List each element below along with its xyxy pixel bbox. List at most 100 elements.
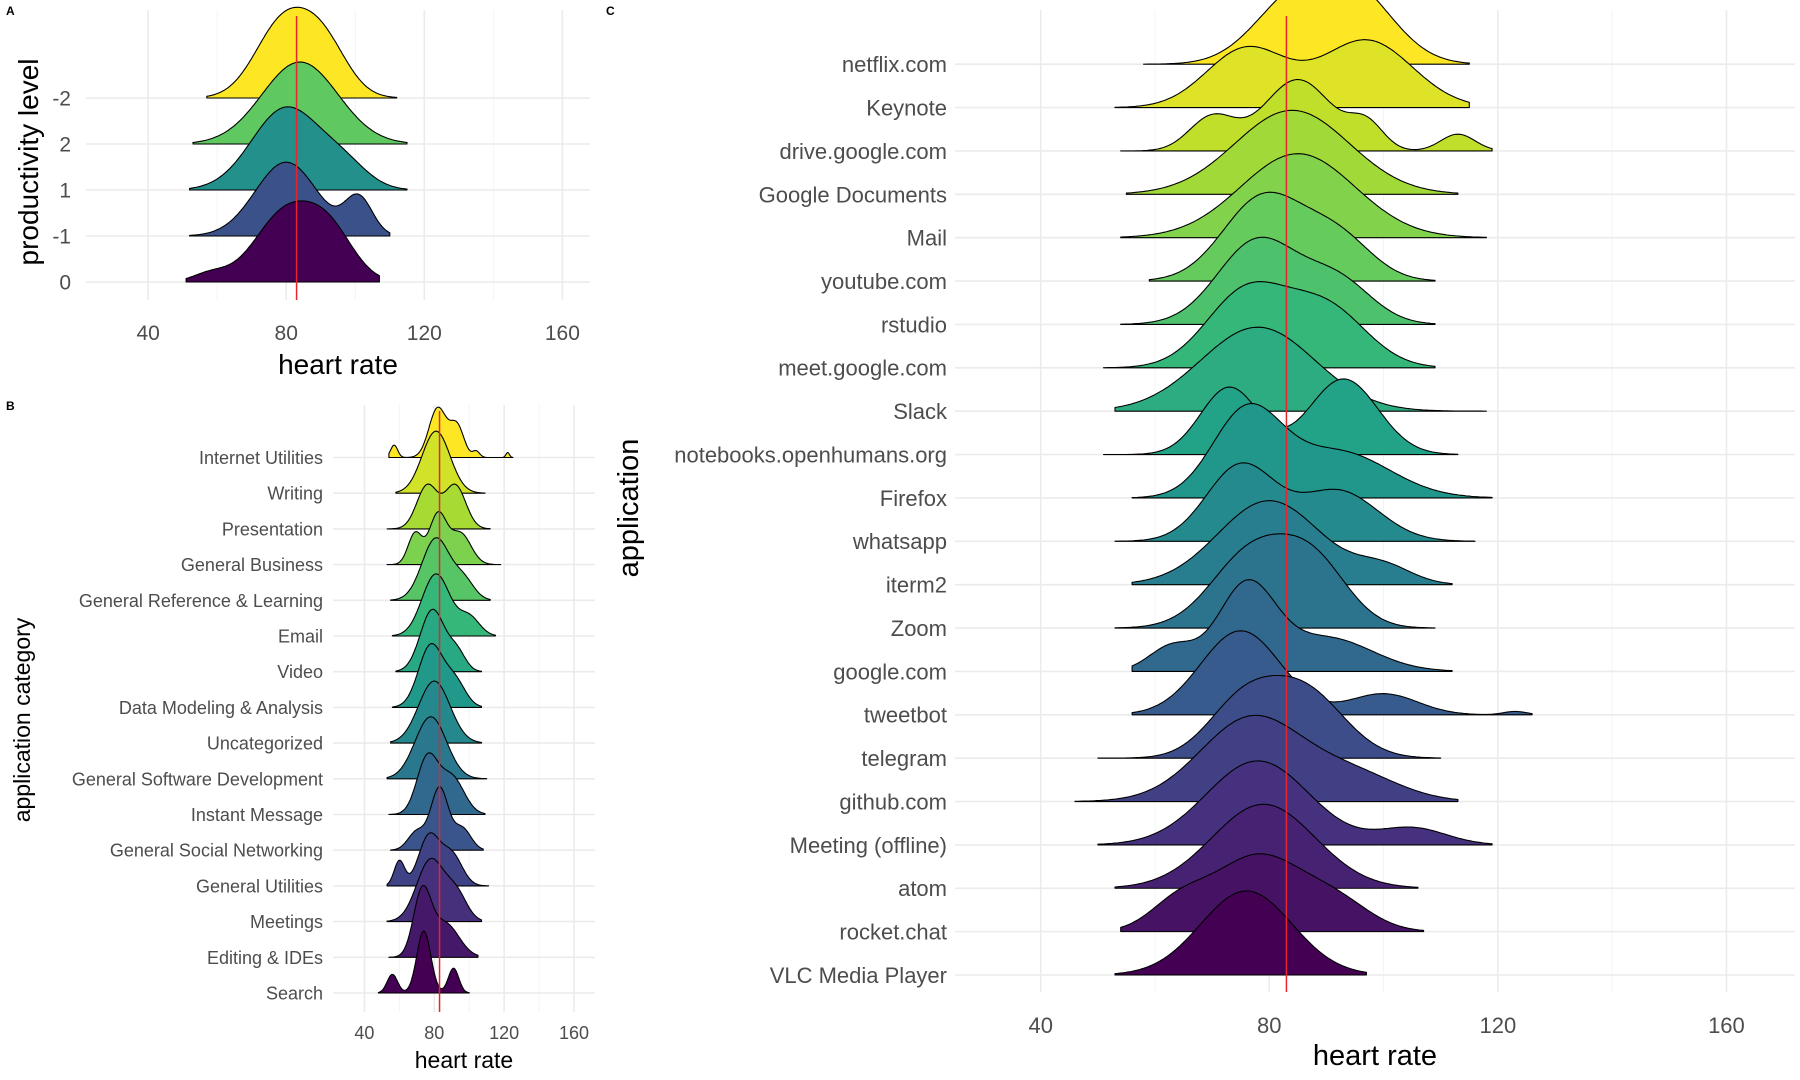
x-tick-label: 120 (489, 1023, 519, 1043)
ridge-tweetbot (1131, 630, 1533, 716)
x-axis-title: heart rate (1313, 1040, 1437, 1072)
x-tick-label: 40 (1028, 1013, 1052, 1038)
panel-tag-a: A (6, 4, 15, 18)
ridge-uncategorized (390, 680, 483, 744)
y-tick-label: Slack (893, 399, 948, 424)
y-tick-label: 2 (59, 134, 71, 157)
ridge-telegram (1097, 674, 1442, 759)
ridge-google-documents (1125, 109, 1459, 195)
ridge-vlc-media-player (1114, 890, 1367, 976)
y-tick-label: Instant Message (191, 805, 323, 825)
ridge-meetings (386, 857, 483, 923)
y-tick-label: telegram (861, 746, 947, 771)
y-tick-label: General Reference & Learning (79, 591, 323, 611)
ridge-atom (1114, 803, 1419, 889)
y-tick-label: Video (277, 662, 323, 682)
x-tick-label: 160 (1708, 1013, 1745, 1038)
y-tick-label: Search (266, 983, 323, 1003)
y-tick-label: notebooks.openhumans.org (674, 442, 947, 467)
x-tick-label: 120 (407, 322, 442, 345)
y-tick-label: 1 (59, 180, 71, 203)
y-tick-label: Internet Utilities (199, 448, 323, 468)
y-tick-label: Email (278, 626, 323, 646)
panel-tag-c: C (606, 4, 615, 18)
y-tick-label: -2 (52, 88, 71, 111)
ridge-mail (1120, 153, 1487, 239)
ridge-general-utilities (386, 832, 490, 887)
y-tick-label: atom (898, 876, 947, 901)
y-axis-title: application category (9, 617, 35, 822)
ridge-github-com (1074, 714, 1459, 803)
ridge-general-social-networking (390, 786, 484, 851)
x-tick-label: 160 (545, 322, 580, 345)
ridge-2 (206, 6, 398, 99)
x-tick-label: 40 (354, 1023, 374, 1043)
x-axis-title: heart rate (278, 349, 398, 380)
y-tick-label: Meeting (offline) (790, 833, 947, 858)
ridge-youtube-com (1148, 191, 1436, 282)
ridge-data-modeling-analysis (391, 643, 483, 708)
panel-c-application-ridgeline: VLC Media Player rocket.chat atom Meeting (… (613, 0, 1795, 1072)
y-tick-label: Uncategorized (207, 734, 323, 754)
ridge-instant-message (388, 752, 486, 816)
ridge-search (377, 930, 470, 994)
ridge-keynote (1114, 39, 1470, 109)
y-tick-label: General Software Development (72, 769, 323, 789)
ridge-writing (395, 430, 486, 494)
y-tick-label: Google Documents (759, 182, 947, 207)
y-tick-label: rstudio (881, 312, 947, 337)
y-tick-label: Meetings (250, 912, 323, 932)
y-tick-label: Editing & IDEs (207, 948, 323, 968)
x-axis-title: heart rate (415, 1047, 513, 1073)
y-tick-label: General Social Networking (110, 841, 323, 861)
ridge-google-com (1131, 579, 1453, 672)
y-tick-label: Writing (267, 484, 323, 504)
x-tick-label: 120 (1479, 1013, 1516, 1038)
ridge-rstudio (1120, 236, 1436, 325)
x-tick-label: 160 (559, 1023, 589, 1043)
x-tick-label: 40 (136, 322, 159, 345)
y-tick-label: github.com (839, 789, 947, 814)
y-tick-label: netflix.com (842, 52, 947, 77)
y-tick-label: drive.google.com (779, 139, 947, 164)
y-axis-title: application (613, 439, 645, 578)
ridge-general-business (386, 511, 502, 566)
ridge-firefox (1131, 403, 1493, 499)
ridge-zoom (1114, 533, 1436, 629)
y-tick-label: Keynote (866, 96, 947, 121)
x-tick-label: 80 (275, 322, 298, 345)
y-tick-label: iterm2 (886, 573, 947, 598)
y-tick-label: 0 (59, 272, 71, 295)
ridge-whatsapp (1114, 462, 1476, 542)
ridge-email (391, 573, 496, 637)
ridge-meeting-offline (1097, 760, 1493, 846)
ridge-1 (189, 106, 408, 191)
y-tick-label: Data Modeling & Analysis (119, 698, 323, 718)
ridge-1 (189, 161, 391, 237)
ridge-meet-google-com (1103, 281, 1436, 369)
ridge-general-software-development (386, 716, 488, 780)
panel-tag-b: B (6, 399, 15, 413)
y-tick-label: youtube.com (821, 269, 947, 294)
y-tick-label: Mail (907, 226, 947, 251)
ridge-slack (1114, 326, 1487, 412)
y-tick-label: General Utilities (196, 876, 323, 896)
ridge-2 (192, 61, 408, 145)
y-tick-label: whatsapp (852, 529, 947, 554)
y-tick-label: General Business (181, 555, 323, 575)
y-tick-label: Firefox (880, 486, 947, 511)
y-tick-label: VLC Media Player (770, 963, 947, 988)
ridge-general-reference-learning (390, 537, 491, 601)
y-tick-label: meet.google.com (778, 356, 947, 381)
panel-b-category-ridgeline: Search Editing & IDEs Meetings General Util… (9, 405, 595, 1073)
y-tick-label: tweetbot (864, 703, 947, 728)
y-tick-label: google.com (833, 659, 947, 684)
ridge-0 (185, 200, 380, 283)
x-tick-label: 80 (1257, 1013, 1281, 1038)
y-tick-label: rocket.chat (839, 920, 947, 945)
y-tick-label: -1 (52, 226, 71, 249)
y-tick-label: Zoom (891, 616, 947, 641)
ridge-rocket-chat (1120, 853, 1425, 933)
ridge-internet-utilities (388, 406, 514, 459)
